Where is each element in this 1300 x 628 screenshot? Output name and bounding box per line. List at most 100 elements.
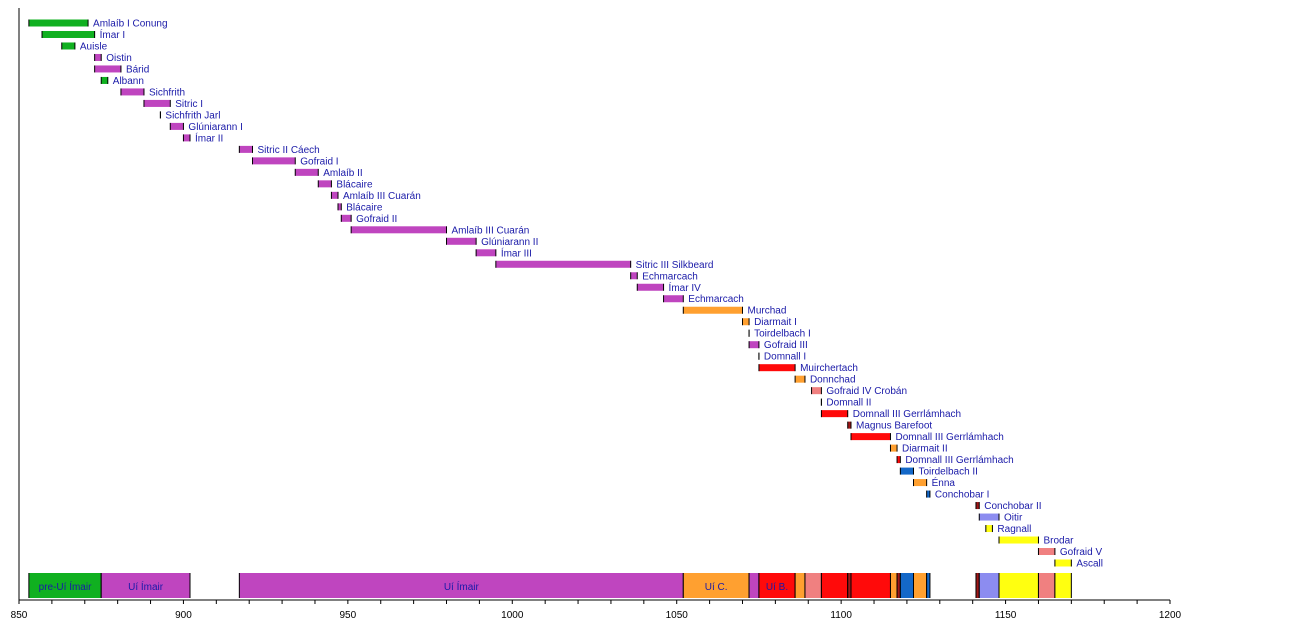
reign-label: Ímar III [501, 246, 532, 259]
reign-bar [897, 456, 901, 464]
reign-bar [1054, 559, 1072, 567]
dynasty-segment [975, 573, 980, 598]
dynasty-segment [821, 573, 848, 598]
dynasty-label: Uí Ímair [128, 580, 164, 593]
reign-label: Ascall [1076, 559, 1103, 570]
reign-label: Amlaíb I Conung [93, 19, 168, 30]
reign-bar [851, 433, 891, 441]
dynasty-segment [979, 573, 999, 598]
dynasty-segment [795, 573, 805, 598]
reign-label: Murchad [747, 306, 786, 317]
reign-bar [749, 341, 759, 349]
dynasty-label: pre-Uí Ímair [39, 580, 92, 593]
reign-label: Toirdelbach II [918, 467, 977, 478]
reign-label: Domnall III Gerrlámhach [905, 455, 1013, 466]
reign-label: Bárid [126, 64, 149, 75]
reign-bar [890, 444, 898, 452]
dynasty-segment [913, 573, 927, 598]
reign-label: Amlaíb III Cuarán [343, 191, 421, 202]
reign-label: Domnall III Gerrlámhach [853, 409, 961, 420]
reign-bar [1038, 548, 1055, 556]
reign-bar [337, 203, 342, 211]
reign-label: Sitric III Silkbeard [636, 260, 714, 271]
reign-label: Conchobar II [984, 501, 1041, 512]
reign-label: Oitir [1004, 513, 1023, 524]
dynasty-segment [847, 573, 852, 598]
dynasty-segment [101, 573, 191, 598]
x-tick-label: 950 [340, 610, 357, 621]
reign-bar [926, 490, 930, 498]
reign-bar [94, 65, 121, 73]
reign-label: Sichfrith [149, 87, 185, 98]
x-tick-label: 1200 [1159, 610, 1182, 621]
reign-bar [318, 180, 332, 188]
reign-label: Muirchertach [800, 363, 858, 374]
reign-bar [985, 525, 993, 533]
x-tick-label: 1050 [666, 610, 689, 621]
reign-label: Gofraid III [764, 340, 808, 351]
reign-bar [900, 467, 914, 475]
reign-label: Gofraid I [300, 156, 338, 167]
reign-label: Énna [932, 476, 956, 489]
reign-bar [252, 157, 296, 165]
dynasty-segment [1054, 573, 1072, 598]
reign-label: Domnall II [826, 398, 871, 409]
dynasty-segment [1038, 573, 1055, 598]
dynasty-segment [804, 573, 822, 598]
reign-bar [495, 260, 631, 268]
reign-label: Diarmait II [902, 444, 948, 455]
reign-label: Glúniarann I [188, 122, 242, 133]
reign-label: Sitric II Cáech [257, 145, 319, 156]
reign-label: Amlaíb III Cuarán [452, 225, 530, 236]
reign-bar [120, 88, 144, 96]
reign-bar [683, 306, 743, 314]
dynasty-segment [239, 573, 684, 598]
reign-label: Donnchad [810, 375, 856, 386]
reign-bar [811, 387, 822, 395]
dynasty-segment [900, 573, 914, 598]
reign-label: Gofraid II [356, 214, 397, 225]
reign-label: Glúniarann II [481, 237, 538, 248]
reign-bar [446, 237, 477, 245]
dynasty-segment [897, 573, 901, 598]
reign-label: Sichfrith Jarl [165, 110, 220, 121]
reign-bar [101, 76, 108, 84]
reign-bar [183, 134, 191, 142]
reign-label: Magnus Barefoot [856, 421, 932, 432]
reign-label: Albann [113, 76, 144, 87]
dynasty-segment [758, 573, 796, 598]
reign-bar [758, 364, 796, 372]
dynasty-segment [890, 573, 898, 598]
dynasty-segment [926, 573, 930, 598]
dynasty-label: Uí Ímair [444, 580, 480, 593]
reign-bar [94, 53, 102, 61]
x-tick-label: 900 [175, 610, 192, 621]
dynasty-segment [998, 573, 1039, 598]
reign-bar [742, 318, 750, 326]
reign-label: Diarmait I [754, 317, 797, 328]
dynasty-label: Uí B. [766, 582, 788, 593]
reign-bar [42, 30, 95, 38]
reign-bar [170, 122, 184, 130]
reign-bar [998, 536, 1039, 544]
reign-bar [28, 19, 89, 27]
reign-label: Domnall III Gerrlámhach [895, 432, 1003, 443]
reign-bar [795, 375, 805, 383]
reign-bar [663, 295, 684, 303]
reign-bar [331, 191, 338, 199]
reign-label: Echmarcach [688, 294, 744, 305]
reign-bar [847, 421, 852, 429]
reign-label: Blácaire [346, 202, 383, 213]
reign-label: Blácaire [336, 179, 373, 190]
reign-label: Ímar II [195, 131, 223, 144]
reign-bar [979, 513, 999, 521]
reign-bar [630, 272, 638, 280]
reign-bar [975, 502, 980, 510]
reign-bar [476, 249, 496, 257]
x-tick-label: 1150 [995, 610, 1017, 621]
reign-label: Ímar I [100, 28, 126, 41]
reign-label: Sitric I [175, 99, 203, 110]
x-tick-label: 850 [11, 610, 28, 621]
reign-bar [341, 214, 352, 222]
reign-bar [821, 410, 848, 418]
